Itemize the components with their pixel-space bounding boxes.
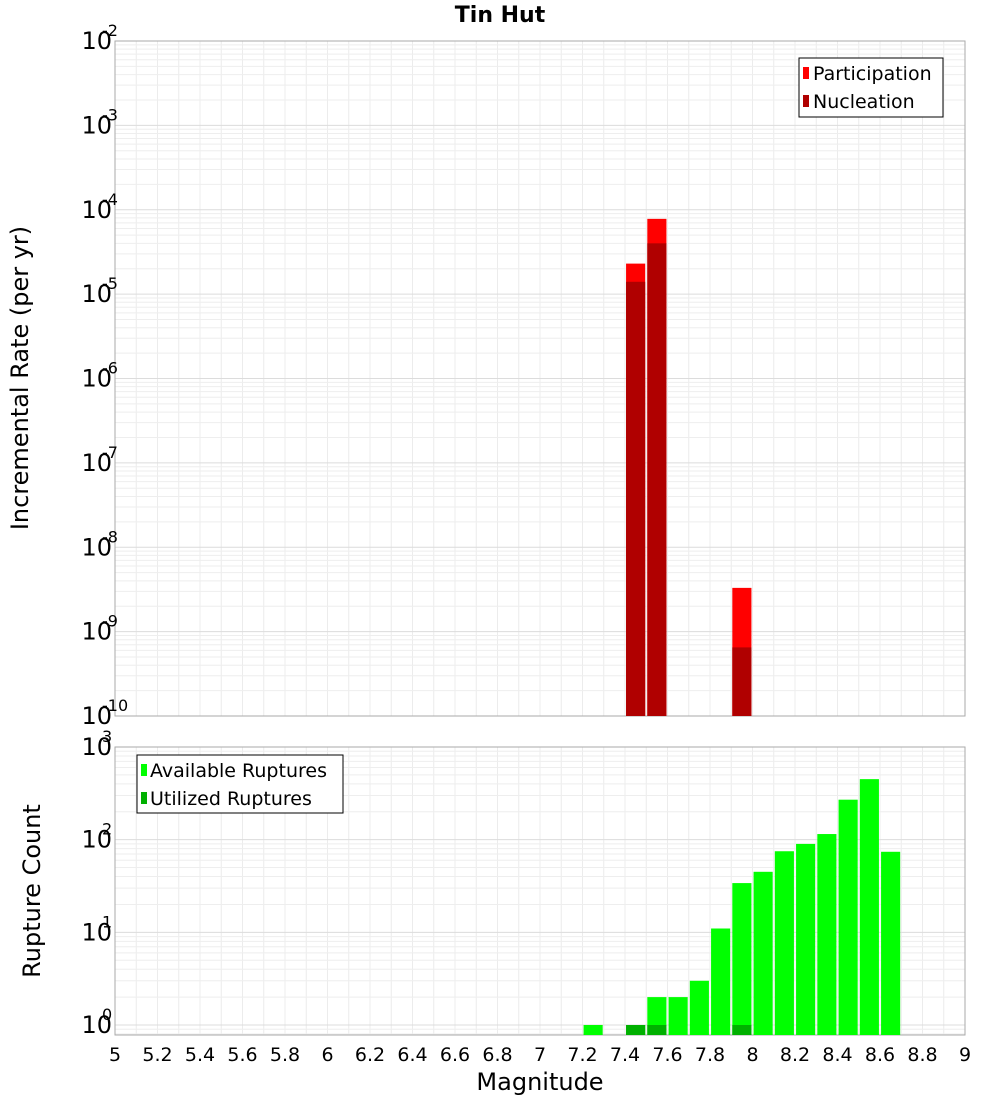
legend-participation-swatch [803,67,809,79]
rate-y-tick-label: 10 [81,449,112,477]
count-y-tick-exponent: 0 [102,1005,112,1024]
x-tick-label: 5 [109,1044,121,1066]
legend-utilized-swatch [141,792,147,804]
count-y-tick-label: 10 [81,826,112,854]
x-tick-label: 5.8 [270,1044,300,1066]
x-tick-label: 6.4 [397,1044,427,1066]
rate-y-tick-exponent: -5 [102,274,118,293]
count-y-tick-exponent: 2 [102,820,112,839]
x-tick-label: 7.6 [652,1044,682,1066]
count-bar-utilized-ruptures [626,1025,646,1035]
legend-nucleation-swatch [803,95,809,107]
rate-panel-frame [114,40,966,717]
rate-bar-nucleation [732,647,752,716]
count-bar-utilized-ruptures [647,1025,667,1035]
count-legend-box [136,754,344,814]
count-bar-available-ruptures [838,799,858,1035]
legend-utilized-label: Utilized Ruptures [150,788,312,810]
legend-nucleation-label: Nucleation [813,91,915,113]
rate-y-tick-label: 10 [81,280,112,308]
count-bar-available-ruptures [859,779,879,1035]
x-tick-label: 7.4 [610,1044,640,1066]
count-panel-frame [114,746,966,1036]
x-tick-label: 8.6 [865,1044,895,1066]
count-y-tick-label: 10 [81,1011,112,1039]
count-bar-available-ruptures [689,980,709,1035]
rate-y-tick-exponent: -2 [102,21,118,40]
rate-y-tick-label: 10 [81,196,112,224]
rate-y-tick-exponent: -7 [102,443,118,462]
x-tick-label: 6.8 [482,1044,512,1066]
count-y-tick-exponent: 1 [102,912,112,931]
chart-title: Tin Hut [455,3,546,28]
legend-available-label: Available Ruptures [150,760,327,782]
rate-y-tick-label: 10 [81,702,112,730]
rate-bar-nucleation [626,281,646,716]
count-bar-available-ruptures [711,928,731,1035]
x-tick-label: 9 [959,1044,971,1066]
count-y-axis-label: Rupture Count [18,804,46,978]
rate-y-tick-exponent: -9 [102,612,118,631]
x-tick-label: 5.4 [185,1044,215,1066]
x-tick-label: 5.6 [227,1044,257,1066]
rate-y-tick-exponent: -4 [102,190,118,209]
count-bar-available-ruptures [796,843,816,1035]
count-y-tick-exponent: 3 [102,727,112,746]
rate-y-tick-exponent: -10 [102,696,128,715]
rate-y-tick-label: 10 [81,365,112,393]
count-panel-bars [583,779,901,1035]
x-tick-label: 6 [321,1044,333,1066]
rate-bar-nucleation [647,243,667,717]
rate-legend-box [798,57,944,118]
x-tick-label: 6.2 [355,1044,385,1066]
x-tick-label: 6.6 [440,1044,470,1066]
count-bar-available-ruptures [583,1025,603,1035]
count-y-tick-label: 10 [81,918,112,946]
rate-y-tick-label: 10 [81,618,112,646]
x-tick-label: 7.8 [695,1044,725,1066]
x-tick-label: 8.8 [907,1044,937,1066]
count-panel-x-ticks: 5 5.2 5.4 5.6 5.8 6 6.2 6.4 6.6 6.8 7 7.2 7.4 7.6 7.8 8… [109,1044,971,1066]
rate-panel-grid [114,40,966,717]
count-bar-available-ruptures [774,851,794,1035]
count-bar-available-ruptures [668,997,688,1035]
legend-participation-label: Participation [813,63,932,85]
x-tick-label: 8 [746,1044,758,1066]
rate-y-tick-exponent: -6 [102,359,118,378]
count-bar-available-ruptures [817,834,837,1035]
count-bar-utilized-ruptures [732,1025,752,1035]
x-axis-label: Magnitude [476,1068,603,1096]
count-bar-available-ruptures [881,851,901,1035]
count-bar-available-ruptures [732,883,752,1035]
rate-y-tick-label: 10 [81,27,112,55]
count-bar-available-ruptures [753,871,773,1035]
x-tick-label: 5.2 [142,1044,172,1066]
rate-y-tick-label: 10 [81,533,112,561]
count-y-tick-label: 10 [81,733,112,761]
count-legend: Available Ruptures Utilized Ruptures [136,754,344,814]
rate-panel-y-ticks: 10-210-310-410-510-610-710-810-910-10 [81,21,128,730]
rate-legend: Participation Nucleation [798,57,944,118]
rate-panel-bars [626,218,752,717]
rate-y-axis-label: Incremental Rate (per yr) [6,226,34,530]
x-tick-label: 7 [534,1044,546,1066]
rate-y-tick-exponent: -8 [102,527,118,546]
x-tick-label: 8.2 [780,1044,810,1066]
rate-y-tick-label: 10 [81,111,112,139]
legend-available-swatch [141,764,147,776]
x-tick-label: 8.4 [822,1044,852,1066]
x-tick-label: 7.2 [567,1044,597,1066]
rate-y-tick-exponent: -3 [102,105,118,124]
